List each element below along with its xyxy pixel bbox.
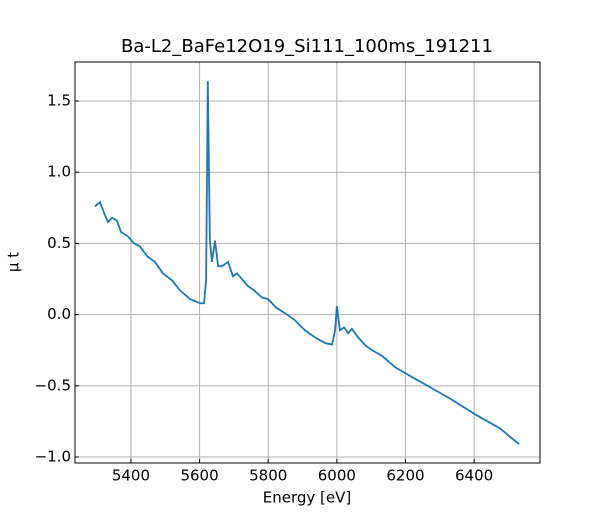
y-tick-label: −0.5: [35, 376, 71, 394]
x-tick-label: 5800: [249, 467, 287, 485]
data-line: [94, 81, 520, 445]
y-tick-label: −1.0: [35, 448, 71, 466]
y-tick-label: 1.5: [47, 92, 71, 110]
y-tick-label: 0.5: [47, 234, 71, 252]
x-tick-label: 6400: [455, 467, 493, 485]
x-tick-label: 5600: [180, 467, 218, 485]
x-tick-label: 6000: [318, 467, 356, 485]
y-tick-label: 0.0: [47, 305, 71, 323]
chart-title: Ba-L2_BaFe12O19_Si111_100ms_191211: [121, 36, 493, 57]
x-tick-label: 5400: [112, 467, 150, 485]
y-axis-label: μ t: [5, 252, 23, 272]
x-tick-label: 6200: [386, 467, 424, 485]
plot-frame: [74, 61, 541, 464]
x-axis-label: Energy [eV]: [263, 489, 351, 507]
y-tick-label: 1.0: [47, 163, 71, 181]
